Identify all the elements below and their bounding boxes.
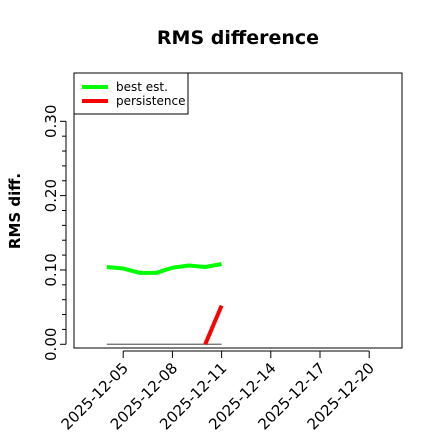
y-tick-label: 0.00: [42, 328, 60, 361]
data-lines: [106, 262, 224, 346]
chart-title: RMS difference: [157, 27, 319, 49]
y-tick-label: 0.20: [42, 179, 60, 212]
y-tick-label: 0.30: [42, 105, 60, 138]
series-line-best-est: [106, 262, 222, 275]
legend-label-persistence: persistence: [116, 94, 185, 108]
legend-label-best-est: best est.: [116, 80, 168, 94]
y-tick-label: 0.10: [42, 253, 60, 286]
plot-frame: [73, 72, 403, 349]
y-axis: 0.00 0.10 0.20 0.30: [42, 105, 67, 361]
series-line-persistence: [203, 304, 224, 346]
y-axis-label: RMS diff.: [6, 173, 24, 249]
legend-box: [73, 72, 189, 115]
legend: best est. persistence: [73, 72, 189, 115]
